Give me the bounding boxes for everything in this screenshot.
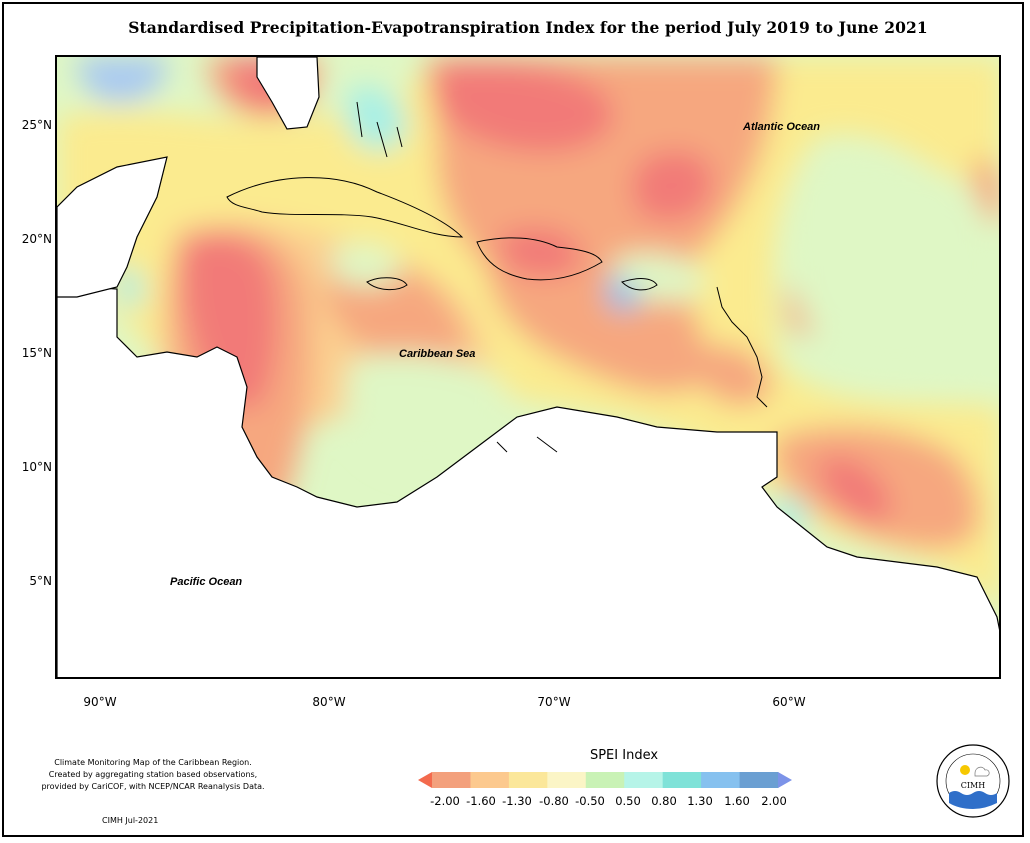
lon-tick: 90°W [83,695,117,709]
legend-swatch-min [418,772,432,788]
legend-swatch [470,772,510,788]
legend-swatch [585,772,625,788]
caribbean-sea-label: Caribbean Sea [399,348,476,360]
legend-label: -1.60 [466,794,496,808]
legend-label: -1.30 [502,794,532,808]
legend-colorbar [418,772,792,788]
description-line: provided by CariCOF, with NCEP/NCAR Rean… [41,782,265,791]
legend-swatch [432,772,471,788]
lon-tick: 60°W [772,695,806,709]
map-title: Standardised Precipitation-Evapotranspir… [128,18,928,37]
legend-label: 0.50 [615,794,641,808]
lon-tick: 70°W [537,695,571,709]
description-line: Created by aggregating station based obs… [48,770,258,779]
legend-label: 0.80 [651,794,677,808]
legend-label: 1.30 [687,794,713,808]
lat-tick: 15°N [21,346,52,360]
lat-tick: 10°N [21,460,52,474]
legend-swatch [547,772,587,788]
legend-swatch [701,772,741,788]
lat-tick: 25°N [21,118,52,132]
spei-map: Atlantic Ocean Caribbean Sea Pacific Oce… [55,55,1001,679]
legend-label: 1.60 [724,794,750,808]
lat-tick: 5°N [29,574,52,588]
credit-text: CIMH Jul-2021 [102,816,159,825]
legend-swatch-max [778,772,792,788]
legend-swatch [739,772,779,788]
legend-label: -0.50 [575,794,605,808]
legend-label: -2.00 [430,794,460,808]
logo-text: CIMH [961,781,985,790]
legend-swatch [624,772,664,788]
legend-title: SPEI Index [589,748,659,763]
lon-tick: 80°W [312,695,346,709]
legend-swatch [508,772,548,788]
lat-tick: 20°N [21,232,52,246]
description-line: Climate Monitoring Map of the Caribbean … [54,758,252,767]
legend-label: 2.00 [761,794,787,808]
legend-swatch [662,772,702,788]
atlantic-ocean-label: Atlantic Ocean [743,121,821,133]
pacific-ocean-label: Pacific Ocean [170,576,243,588]
legend-label: -0.80 [539,794,569,808]
cimh-logo: CIMH [936,744,1010,818]
map-description: Climate Monitoring Map of the Caribbean … [38,757,268,793]
spei-field [57,57,999,677]
